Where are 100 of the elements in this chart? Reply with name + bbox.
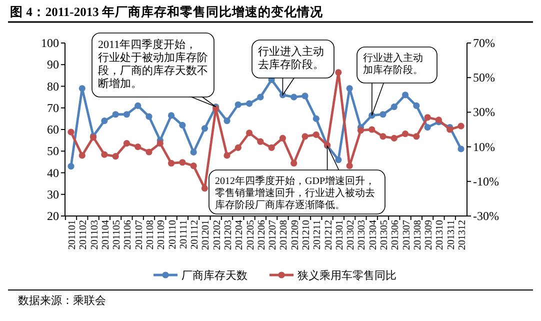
point: [312, 115, 320, 122]
x-tick-label: 201210: [301, 220, 312, 250]
point: [357, 127, 364, 134]
point: [68, 162, 74, 170]
point: [224, 152, 230, 159]
x-tick-label: 201111: [178, 220, 190, 249]
x-tick-label: 201209: [290, 220, 301, 250]
point: [335, 69, 342, 76]
y-tick-label: 90: [47, 58, 59, 72]
point: [312, 131, 320, 138]
point: [190, 148, 197, 156]
point: [458, 146, 464, 152]
point: [380, 111, 386, 118]
x-tick-label: 201212: [323, 220, 334, 250]
point: [156, 140, 164, 147]
point: [168, 112, 175, 119]
point: [402, 92, 409, 98]
point: [112, 153, 119, 160]
point: [268, 144, 275, 151]
x-tick-label: 201101: [67, 220, 78, 250]
point: [413, 102, 420, 110]
point: [302, 92, 308, 100]
point: [424, 114, 431, 121]
x-tick-label: 201311: [446, 220, 457, 250]
y2-tick-label: -30%: [473, 209, 499, 223]
x-tick-label: 201110: [167, 220, 178, 250]
x-tick-label: 201308: [412, 220, 424, 250]
y-tick-label: 100: [41, 36, 59, 50]
point: [290, 94, 298, 100]
annotation: 2011年四季度开始，行业处于被动加库存阶段，厂商的库存天数不断增加。: [98, 38, 208, 90]
point: [335, 156, 342, 164]
point: [390, 103, 398, 110]
x-tick-label: 201307: [401, 220, 412, 250]
annotation: 行业进入主动加库存阶段。: [363, 52, 423, 76]
point: [402, 130, 409, 138]
y2-tick-label: 10%: [473, 140, 495, 154]
point: [246, 100, 253, 107]
point: [368, 126, 376, 133]
y2-tick-label: -10%: [473, 174, 499, 188]
x-tick-label: 201201: [200, 220, 212, 250]
point: [424, 124, 431, 131]
y2-tick-label: 50%: [473, 70, 495, 85]
y-tick-label: 50: [47, 144, 59, 158]
point: [234, 101, 242, 108]
annotation: 2012年四季度开始，GDP增速回升，零售销量增速回升，行业进入被动去库存阶段厂商库存逐渐降低。: [215, 175, 376, 211]
point: [179, 122, 186, 128]
x-tick-label: 201109: [156, 220, 168, 250]
y-tick-label: 60: [47, 122, 59, 136]
point: [413, 133, 420, 140]
x-tick-label: 201208: [278, 220, 290, 250]
point: [302, 133, 308, 140]
point: [257, 138, 264, 145]
x-tick-label: 201112: [190, 220, 201, 250]
x-tick-label: 201207: [268, 220, 279, 250]
point: [101, 151, 108, 158]
x-tick-label: 201205: [245, 220, 256, 250]
annotation: 行业进入主动去库存阶段。: [258, 45, 324, 71]
point: [201, 185, 208, 192]
point: [246, 130, 253, 136]
x-tick-label: 201203: [223, 220, 234, 250]
x-tick-label: 201211: [312, 220, 324, 250]
point: [190, 162, 197, 170]
x-tick-label: 201106: [122, 220, 134, 250]
x-tick-label: 201102: [78, 220, 90, 250]
point: [390, 134, 398, 142]
y-tick-label: 30: [47, 187, 59, 202]
point: [201, 125, 208, 132]
x-tick-label: 201206: [256, 220, 268, 250]
x-tick-label: 201304: [368, 220, 379, 250]
point: [134, 144, 142, 150]
point: [78, 85, 86, 92]
x-tick-label: 201310: [434, 220, 446, 250]
legend-label: 狭义乘用车零售同比: [298, 269, 396, 282]
point: [123, 140, 130, 147]
point: [168, 160, 175, 167]
x-tick-label: 201104: [100, 220, 112, 250]
point: [458, 122, 464, 130]
point: [68, 128, 74, 136]
chart-title: 图 4：2011-2013 年厂商库存和零售同比增速的变化情况: [10, 4, 324, 19]
x-tick-label: 201202: [212, 220, 223, 250]
point: [380, 133, 386, 140]
y2-tick-label: 30%: [473, 105, 495, 120]
y-tick-label: 80: [47, 79, 59, 94]
y2-tick-label: 70%: [473, 36, 495, 50]
point: [123, 111, 130, 118]
legend-label: 厂商库存天数: [182, 269, 248, 282]
x-tick-label: 201302: [346, 220, 357, 250]
y-tick-label: 40: [47, 166, 59, 180]
point: [290, 160, 298, 167]
x-tick-label: 201301: [334, 220, 346, 250]
point: [279, 134, 286, 142]
x-tick-label: 201312: [457, 220, 468, 250]
point: [346, 162, 353, 170]
x-tick-label: 201204: [234, 220, 246, 250]
x-tick-label: 201303: [356, 220, 368, 250]
point: [112, 111, 119, 118]
x-tick-label: 201103: [89, 220, 100, 250]
source-note: 数据来源：乘联会: [18, 294, 106, 307]
point: [101, 118, 108, 124]
x-tick-label: 201306: [390, 220, 402, 250]
